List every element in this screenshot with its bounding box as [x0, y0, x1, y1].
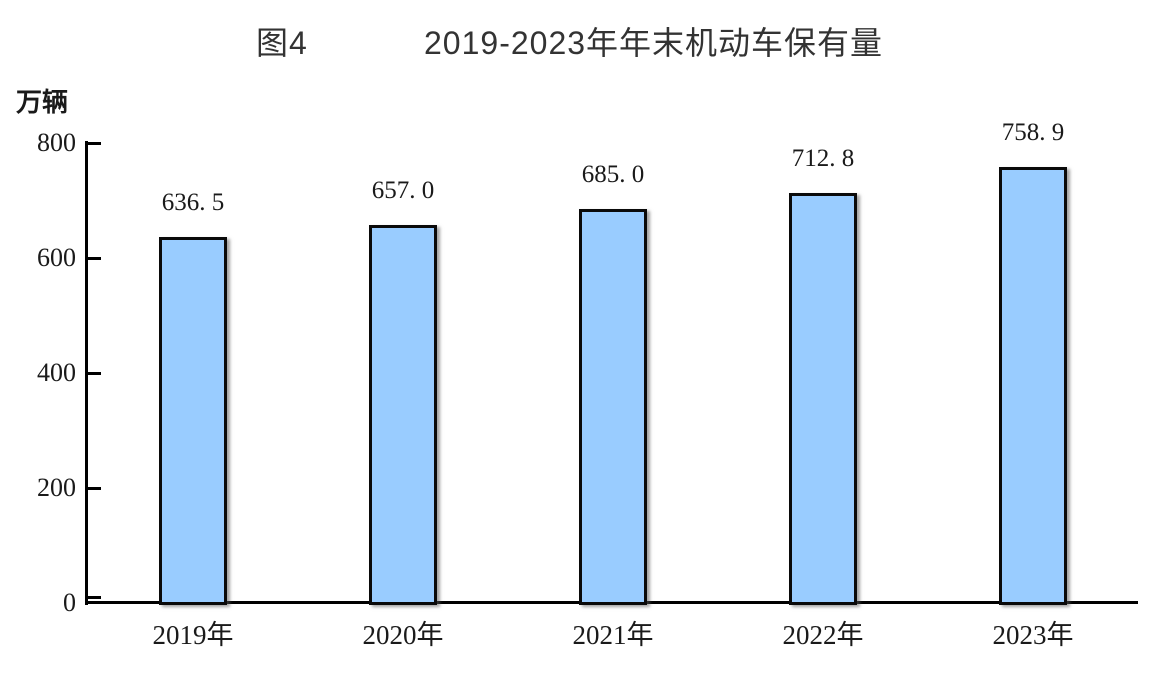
bar-value-label: 657. 0 [371, 177, 435, 204]
y-tick-mark [88, 487, 101, 490]
x-tick-label: 2022年 [782, 620, 864, 650]
y-axis-line [85, 141, 88, 605]
bar-2019年 [159, 237, 227, 605]
chart-title: 2019-2023年年末机动车保有量 [424, 25, 884, 61]
bar-value-label: 685. 0 [581, 161, 645, 188]
y-tick-label: 600 [37, 243, 76, 272]
bar-value-label: 758. 9 [1001, 119, 1065, 146]
bar-2020年 [369, 225, 437, 605]
y-tick-label: 200 [37, 473, 76, 502]
bar-value-label: 712. 8 [791, 145, 855, 172]
bar-value-label: 636. 5 [161, 189, 225, 216]
y-axis-unit-label: 万辆 [16, 87, 69, 117]
figure-number-label: 图4 [256, 25, 308, 61]
x-tick-label: 2019年 [152, 620, 234, 650]
y-tick-mark [88, 596, 101, 599]
x-tick-label: 2021年 [572, 620, 654, 650]
y-tick-mark [88, 257, 101, 260]
bar-2021年 [579, 209, 647, 605]
bar-2023年 [999, 167, 1067, 605]
y-tick-label: 0 [63, 588, 76, 617]
y-tick-label: 800 [37, 128, 76, 157]
y-tick-mark [88, 372, 101, 375]
y-tick-mark [88, 142, 101, 145]
y-tick-label: 400 [37, 358, 76, 387]
x-tick-label: 2020年 [362, 620, 444, 650]
bar-2022年 [789, 193, 857, 605]
x-tick-label: 2023年 [992, 620, 1074, 650]
